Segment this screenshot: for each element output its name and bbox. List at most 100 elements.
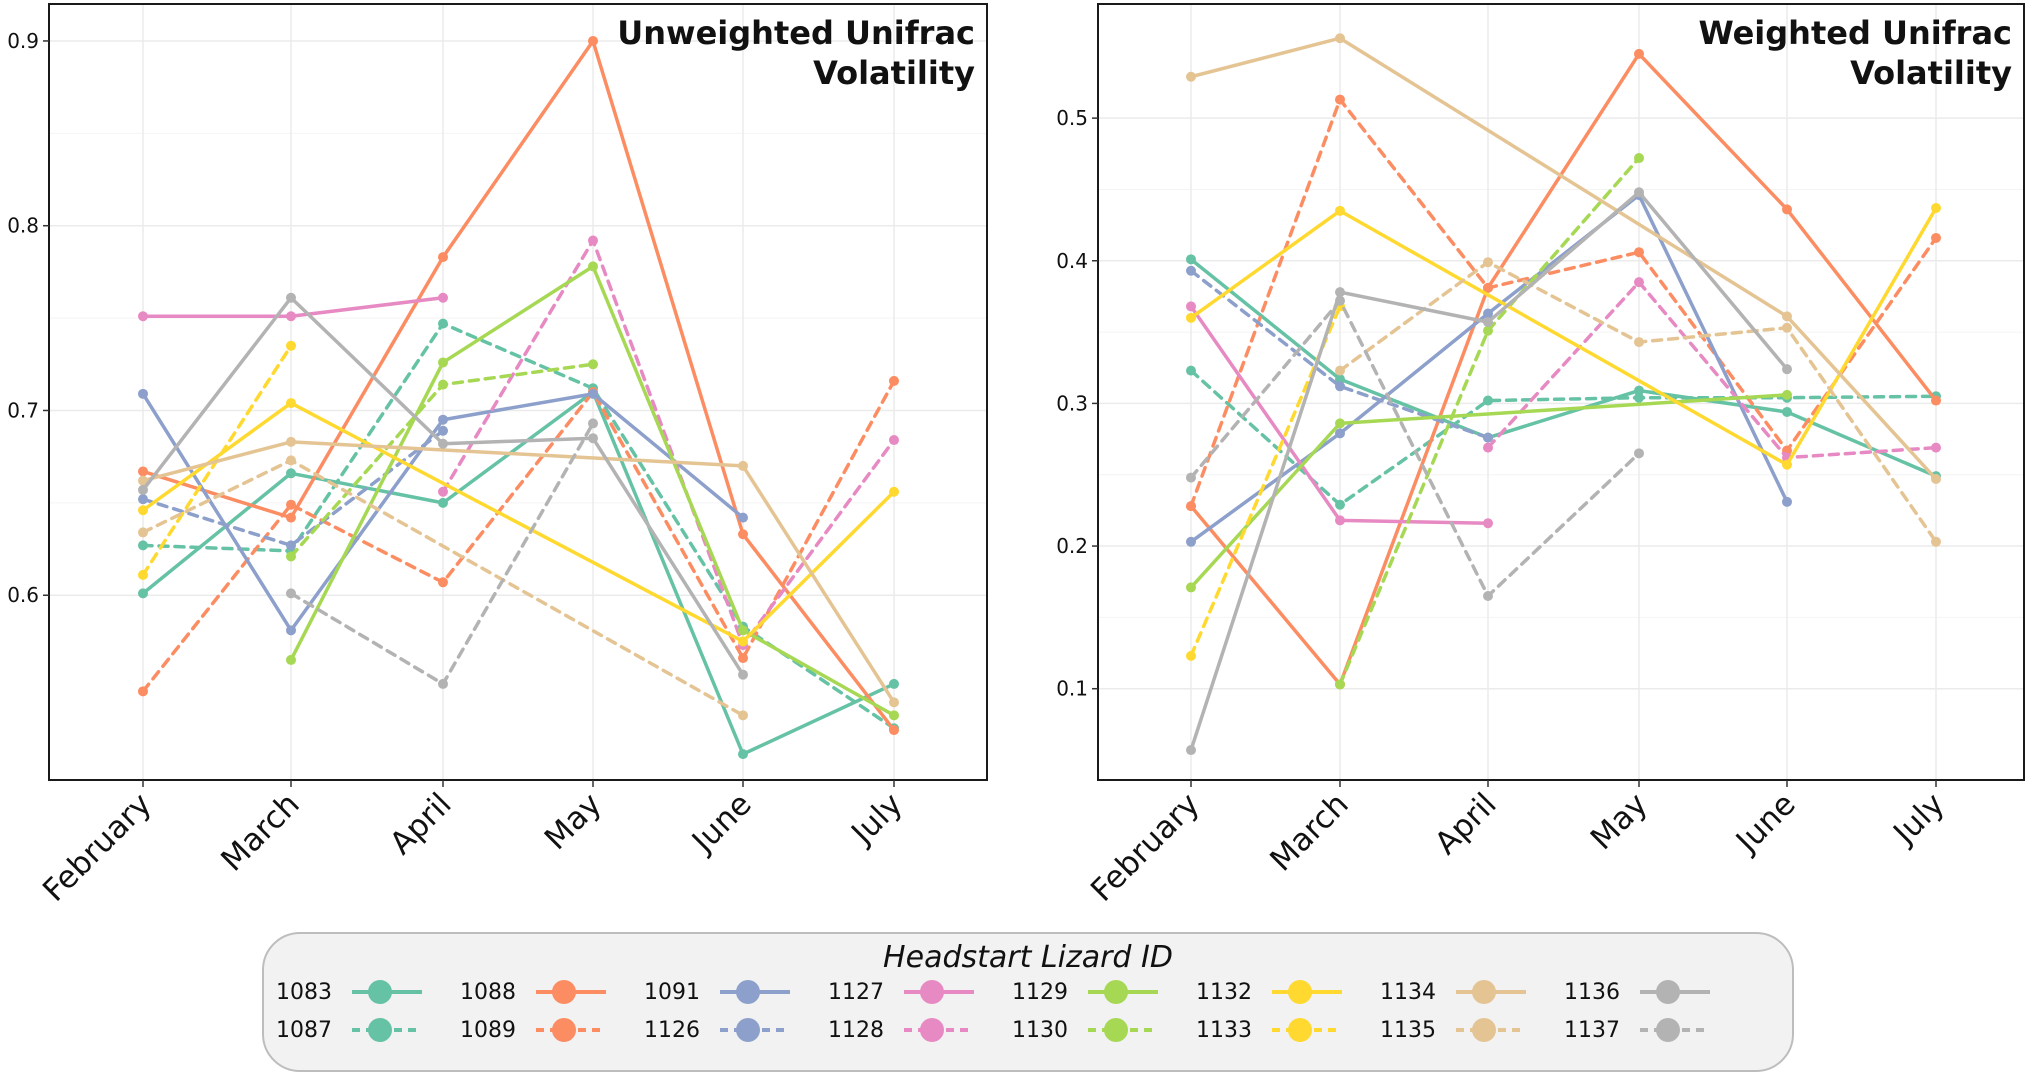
series-1127	[138, 292, 448, 322]
legend-entry-1126: 1126	[632, 1014, 798, 1046]
data-point-1136	[1483, 317, 1493, 328]
data-point-1091	[138, 388, 148, 399]
series-1135	[1335, 257, 1941, 547]
data-point-1132	[1931, 202, 1941, 213]
series-1130	[1335, 153, 1644, 690]
data-point-1089	[286, 499, 296, 510]
legend-title: Headstart Lizard ID	[883, 940, 1173, 975]
data-point-1135	[1931, 536, 1941, 547]
series-1128	[1483, 277, 1941, 463]
data-point-1128	[1634, 277, 1644, 288]
y-tick-label: 0.5	[1056, 106, 1088, 130]
data-point-1134	[1782, 311, 1792, 322]
data-point-1130	[1634, 153, 1644, 164]
data-point-1137	[438, 678, 448, 689]
data-point-1083	[138, 588, 148, 599]
data-point-1088	[438, 252, 448, 263]
series-line-1083	[1189, 257, 1938, 478]
data-point-1129	[889, 710, 899, 721]
data-point-1132	[738, 636, 748, 647]
series-line-1132	[141, 401, 896, 644]
data-point-1088	[1931, 395, 1941, 406]
legend-label: 1091	[644, 979, 700, 1005]
chart-title: Volatility	[813, 54, 975, 92]
data-point-1087	[138, 540, 148, 551]
legend-entry-1136: 1136	[1552, 976, 1718, 1008]
legend-label: 1136	[1564, 979, 1620, 1005]
data-point-1091	[1782, 496, 1792, 507]
legend-key-1128	[904, 1018, 974, 1042]
data-point-1133	[1186, 650, 1196, 661]
series-1127	[1186, 301, 1493, 529]
series-1087	[138, 318, 899, 734]
series-line-1134	[141, 440, 896, 705]
data-point-1136	[138, 484, 148, 495]
y-tick-label: 0.9	[7, 29, 39, 53]
data-point-1136	[588, 433, 598, 444]
data-point-1089	[1186, 501, 1196, 512]
data-point-1127	[286, 311, 296, 322]
legend-entry-1129: 1129	[1000, 976, 1166, 1008]
series-line-1137	[1189, 298, 1641, 598]
legend-label: 1126	[644, 1017, 700, 1043]
y-tick-label: 0.3	[1056, 391, 1088, 415]
series-1135	[138, 455, 748, 721]
data-point-1132	[138, 505, 148, 516]
data-point-1134	[889, 697, 899, 708]
legend-entry-1130: 1130	[1000, 1014, 1166, 1046]
data-point-1128	[438, 486, 448, 497]
series-1089	[138, 375, 899, 697]
chart-panel-2: 0.1 0.2 0.3 0.4 0.5 February March April May June…	[1056, 3, 2025, 909]
legend-label: 1132	[1196, 979, 1252, 1005]
x-tick-label: June	[1728, 786, 1803, 861]
data-point-1137	[1483, 590, 1493, 601]
series-line-1134	[1189, 36, 1938, 481]
legend-entry-1132: 1132	[1184, 976, 1350, 1008]
data-point-1083	[1634, 385, 1644, 396]
data-point-1134	[1931, 474, 1941, 485]
data-point-1088	[286, 512, 296, 523]
data-point-1136	[438, 438, 448, 449]
data-point-1135	[738, 710, 748, 721]
chart-title: Volatility	[1850, 54, 2012, 92]
series-line-1089	[141, 379, 896, 694]
series-line-1126	[141, 429, 445, 548]
legend-key-1089	[536, 1018, 606, 1042]
y-tick-label: 0.8	[7, 214, 39, 238]
legend-label: 1128	[828, 1017, 884, 1043]
data-point-1129	[1782, 389, 1792, 400]
series-line-1128	[441, 238, 896, 647]
series-1134	[138, 436, 899, 708]
data-point-1130	[1483, 325, 1493, 336]
data-point-1135	[1335, 365, 1345, 376]
series-line-1088	[141, 39, 896, 732]
series-line-1129	[1189, 393, 1789, 590]
data-point-1134	[1335, 33, 1345, 44]
data-point-1126	[1335, 381, 1345, 392]
legend-label: 1087	[276, 1017, 332, 1043]
data-point-1089	[438, 577, 448, 588]
data-point-1089	[1335, 94, 1345, 105]
data-point-1127	[1483, 518, 1493, 529]
legend-key-1133	[1272, 1018, 1342, 1042]
data-point-1128	[588, 235, 598, 246]
legend-label: 1129	[1012, 979, 1068, 1005]
data-point-1134	[738, 460, 748, 471]
data-point-1134	[1186, 71, 1196, 82]
data-point-1132	[889, 486, 899, 497]
series-1129	[286, 261, 899, 721]
data-point-1130	[588, 359, 598, 370]
data-point-1091	[1335, 428, 1345, 439]
series-1137	[1186, 295, 1644, 601]
data-point-1128	[1483, 442, 1493, 453]
series-line-1083	[141, 390, 896, 756]
legend-label: 1083	[276, 979, 332, 1005]
data-point-1127	[438, 292, 448, 303]
data-point-1137	[588, 418, 598, 429]
series-line-1136	[1189, 190, 1789, 752]
data-point-1136	[1335, 287, 1345, 298]
data-point-1091	[1186, 536, 1196, 547]
data-point-1089	[1931, 232, 1941, 243]
legend-label: 1135	[1380, 1017, 1436, 1043]
data-point-1126	[1186, 265, 1196, 276]
